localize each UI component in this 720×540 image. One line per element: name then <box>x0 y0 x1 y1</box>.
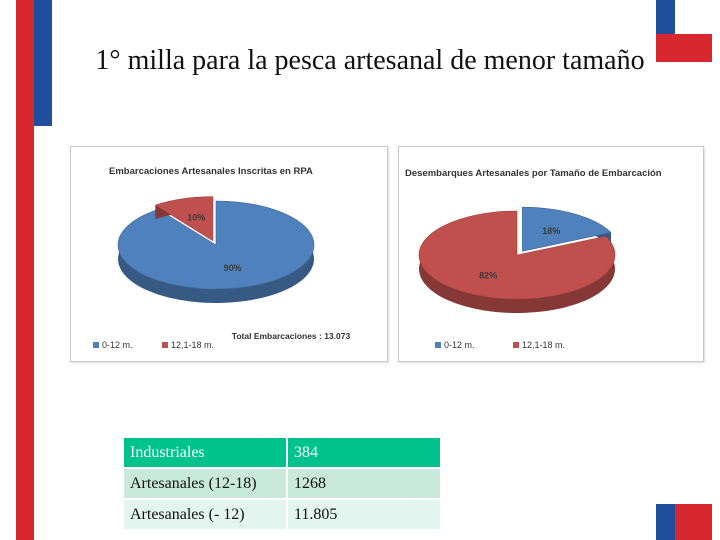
table-row: Industriales 384 <box>122 436 442 469</box>
left-red-bar <box>16 0 34 540</box>
chart-panel-desembarques: Desembarques Artesanales por Tamaño de E… <box>398 146 704 362</box>
legend-label: 0-12 m. <box>444 340 475 350</box>
chart-annotation: Total Embarcaciones : 13.073 <box>232 331 351 341</box>
data-label: 10% <box>187 213 205 223</box>
legend-swatch <box>435 342 441 348</box>
pie-slice <box>117 200 315 290</box>
table-cell: 384 <box>286 436 442 469</box>
flag-logo-top <box>656 0 712 62</box>
chart-title: Desembarques Artesanales por Tamaño de E… <box>405 168 662 179</box>
chart-panel-rpa: Embarcaciones Artesanales Inscritas en R… <box>70 146 388 362</box>
pie-chart-desembarques: Desembarques Artesanales por Tamaño de E… <box>405 168 662 350</box>
legend-label: 0-12 m. <box>102 340 133 350</box>
pie-rpa: 90% 10% <box>117 196 315 303</box>
flag-logo-bottom <box>656 504 712 540</box>
table-cell: Artesanales (12-18) <box>122 467 288 500</box>
pie-desembarques: 18% 82% <box>418 206 616 313</box>
legend: 0-12 m. 12,1-18 m. <box>93 340 214 350</box>
pie-chart-rpa: Embarcaciones Artesanales Inscritas en R… <box>93 166 351 350</box>
legend: 0-12 m. 12,1-18 m. <box>435 340 565 350</box>
legend-swatch <box>162 342 168 348</box>
data-label: 90% <box>224 263 242 273</box>
legend-swatch <box>513 342 519 348</box>
left-blue-bar <box>34 0 52 126</box>
table-cell: Artesanales (- 12) <box>122 498 288 531</box>
legend-label: 12,1-18 m. <box>522 340 565 350</box>
legend-label: 12,1-18 m. <box>171 340 214 350</box>
data-label: 82% <box>479 270 497 280</box>
table-cell: 11.805 <box>286 498 442 531</box>
pie-slice <box>418 210 616 300</box>
table-row: Artesanales (- 12) 11.805 <box>122 498 442 531</box>
table-cell: Industriales <box>122 436 288 469</box>
pie-slice <box>154 196 214 242</box>
table-cell: 1268 <box>286 467 442 500</box>
stats-table: Industriales 384 Artesanales (12-18) 126… <box>122 436 442 531</box>
data-label: 18% <box>542 226 560 236</box>
pie-slice <box>522 206 612 252</box>
chart-title: Embarcaciones Artesanales Inscritas en R… <box>109 166 313 177</box>
legend-swatch <box>93 342 99 348</box>
table-row: Artesanales (12-18) 1268 <box>122 467 442 500</box>
slide-title: 1° milla para la pesca artesanal de meno… <box>95 45 645 76</box>
